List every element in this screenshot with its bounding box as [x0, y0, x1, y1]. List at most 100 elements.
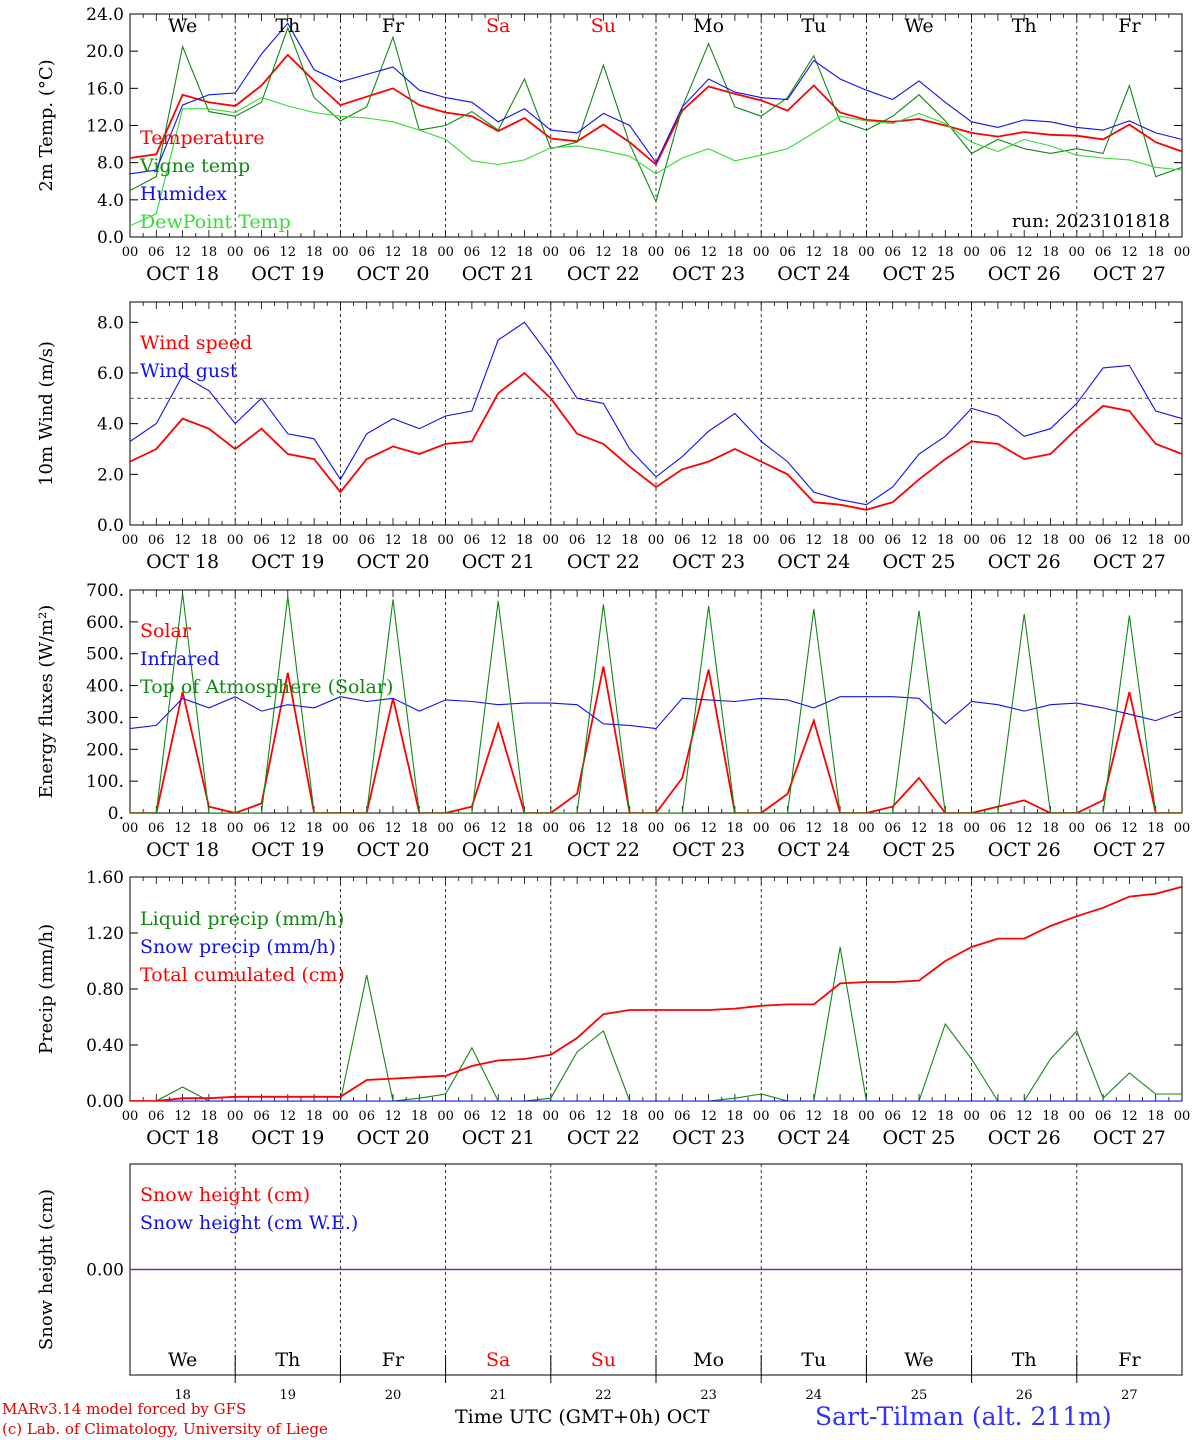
hour-label: 06: [884, 821, 901, 836]
weekday-label: Fr: [1118, 15, 1141, 37]
hour-label: 12: [174, 1109, 191, 1124]
day-number: 19: [280, 1388, 297, 1403]
legend-entry: Wind gust: [140, 360, 238, 382]
series-line-1: [130, 696, 1182, 730]
weekday-label: Tu: [801, 15, 826, 37]
hour-label: 00: [648, 245, 665, 260]
day-number: 18: [174, 1388, 191, 1403]
hour-label: 18: [1042, 533, 1059, 548]
weekday-label: Th: [275, 1349, 300, 1371]
date-label: OCT 19: [251, 263, 324, 285]
hour-label: 06: [464, 533, 481, 548]
hour-label: 18: [306, 821, 323, 836]
hour-label: 06: [990, 533, 1007, 548]
panel-2: [129, 589, 1183, 814]
y-tick-label: 6.0: [97, 364, 124, 384]
hour-label: 06: [253, 821, 270, 836]
hour-label: 00: [858, 1109, 875, 1124]
hour-label: 12: [385, 533, 402, 548]
hour-label: 12: [280, 245, 297, 260]
date-label: OCT 20: [356, 551, 429, 573]
hour-label: 12: [595, 245, 612, 260]
hour-label: 00: [122, 533, 139, 548]
series-line-0: [130, 371, 1182, 511]
hour-label: 12: [911, 245, 928, 260]
panel-frame: [129, 13, 1183, 238]
weekday-label: Tu: [801, 1349, 826, 1371]
panel-4: [129, 1163, 1183, 1383]
weekday-label: We: [168, 1349, 197, 1371]
day-number: 22: [595, 1388, 612, 1403]
hour-label: 18: [937, 533, 954, 548]
hour-label: 12: [385, 245, 402, 260]
hour-label: 06: [148, 245, 165, 260]
hour-label: 18: [306, 533, 323, 548]
weekday-label: Mo: [693, 1349, 724, 1371]
hour-label: 06: [464, 821, 481, 836]
hour-label: 00: [227, 533, 244, 548]
day-number: 21: [490, 1388, 507, 1403]
hour-label: 18: [621, 245, 638, 260]
hour-label: 18: [411, 1109, 428, 1124]
hour-label: 00: [332, 821, 349, 836]
y-axis-label: Snow height (cm): [36, 1189, 57, 1350]
date-label: OCT 26: [988, 263, 1061, 285]
y-tick-label: 20.0: [86, 42, 124, 62]
hour-label: 18: [832, 245, 849, 260]
legend-entry: Solar: [140, 620, 192, 642]
y-tick-label: 16.0: [86, 79, 124, 99]
hour-label: 06: [990, 245, 1007, 260]
hour-label: 06: [148, 821, 165, 836]
hour-label: 12: [1121, 533, 1138, 548]
hour-label: 18: [201, 1109, 218, 1124]
hour-label: 06: [253, 245, 270, 260]
date-label: OCT 25: [882, 1127, 955, 1149]
y-tick-label: 1.20: [86, 924, 124, 944]
hour-label: 00: [543, 821, 560, 836]
hour-label: 18: [1042, 821, 1059, 836]
hour-label: 06: [674, 245, 691, 260]
date-label: OCT 24: [777, 839, 850, 861]
hour-label: 06: [464, 245, 481, 260]
hour-label: 00: [437, 533, 454, 548]
hour-label: 06: [358, 821, 375, 836]
hour-label: 00: [1174, 533, 1191, 548]
hour-label: 06: [569, 1109, 586, 1124]
day-number: 25: [911, 1388, 928, 1403]
hour-label: 00: [1174, 821, 1191, 836]
hour-label: 00: [1069, 533, 1086, 548]
hour-label: 12: [806, 245, 823, 260]
panel-3: [129, 876, 1183, 1102]
hour-label: 12: [806, 821, 823, 836]
y-tick-label: 2.0: [97, 465, 124, 485]
hour-label: 12: [806, 1109, 823, 1124]
weekday-label: We: [168, 15, 197, 37]
day-number: 20: [385, 1388, 402, 1403]
hour-label: 06: [779, 245, 796, 260]
date-label: OCT 23: [672, 263, 745, 285]
series-line-2: [130, 22, 1182, 175]
legend-entry: Snow height (cm W.E.): [140, 1212, 358, 1234]
hour-label: 06: [569, 821, 586, 836]
hour-label: 06: [674, 533, 691, 548]
hour-label: 18: [832, 533, 849, 548]
hour-label: 12: [595, 1109, 612, 1124]
date-label: OCT 26: [988, 839, 1061, 861]
date-label: OCT 23: [672, 551, 745, 573]
hour-label: 12: [700, 1109, 717, 1124]
hour-label: 18: [306, 245, 323, 260]
date-label: OCT 21: [462, 839, 535, 861]
hour-label: 18: [411, 533, 428, 548]
hour-label: 00: [963, 533, 980, 548]
hour-label: 18: [411, 821, 428, 836]
panel-1: [129, 301, 1183, 526]
y-tick-label: 4.0: [97, 191, 124, 211]
date-label: OCT 26: [988, 551, 1061, 573]
day-number: 23: [700, 1388, 717, 1403]
hour-label: 12: [595, 821, 612, 836]
hour-label: 00: [648, 1109, 665, 1124]
hour-label: 00: [122, 1109, 139, 1124]
station-label: Sart-Tilman (alt. 211m): [815, 1402, 1112, 1431]
date-label: OCT 27: [1093, 263, 1166, 285]
